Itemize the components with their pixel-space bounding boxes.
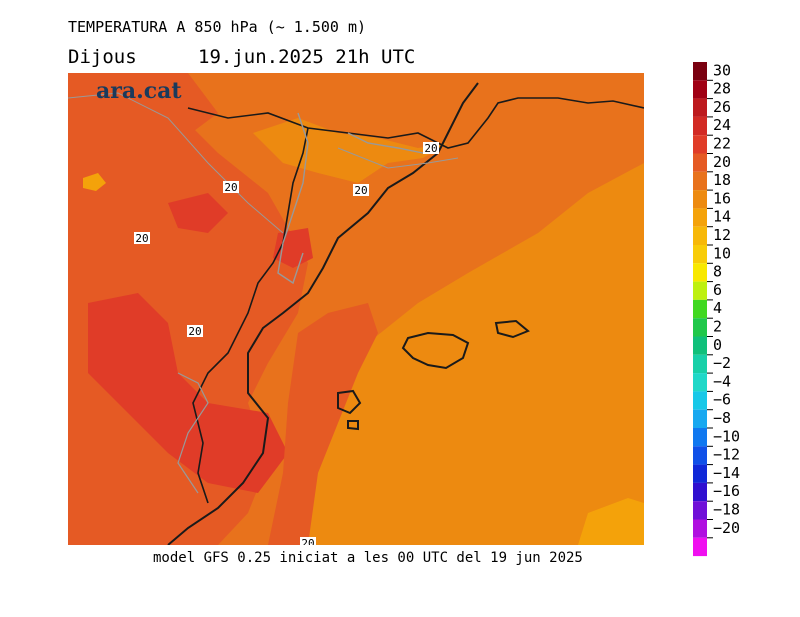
- legend-label: 20: [713, 153, 731, 171]
- legend-label: 2: [713, 318, 722, 336]
- province-border-south: [177, 372, 209, 494]
- legend-swatch: [693, 153, 707, 172]
- field-16-18-pyrenees: [253, 118, 448, 183]
- island-menorca: [494, 319, 530, 339]
- region-border: [192, 127, 309, 504]
- field-14-16-se: [578, 498, 644, 545]
- legend-label: 4: [713, 299, 722, 317]
- legend-label: −6: [713, 391, 731, 409]
- isotherm-20: [68, 92, 284, 234]
- legend-swatch: [693, 391, 707, 410]
- field-16-18-sea: [298, 163, 644, 545]
- field-22-24-core-center: [168, 193, 228, 233]
- legend-swatch: [693, 80, 707, 99]
- contour-label: 20: [301, 537, 314, 545]
- legend-label: −18: [713, 501, 740, 519]
- island-mallorca: [401, 331, 470, 370]
- legend-swatch: [693, 62, 707, 81]
- field-22-24-core-ebro: [273, 228, 313, 268]
- legend-label: −20: [713, 519, 740, 537]
- legend-swatch: [693, 98, 707, 117]
- contour-label: 20: [424, 142, 437, 155]
- forecast-day: Dijous: [68, 46, 137, 68]
- legend-label: 8: [713, 263, 722, 281]
- legend-label: 24: [713, 116, 731, 134]
- legend-label: −2: [713, 354, 731, 372]
- field-20-22-coast: [268, 303, 378, 545]
- forecast-datetime: 19.jun.2025 21h UTC: [198, 46, 416, 68]
- legend-label: 30: [713, 62, 731, 79]
- legend-swatch: [693, 464, 707, 483]
- field-22-24-core-south: [88, 293, 288, 493]
- contour-label: 20: [354, 184, 367, 197]
- legend-swatch: [693, 428, 707, 447]
- legend-swatch: [693, 245, 707, 264]
- legend-swatch: [693, 318, 707, 337]
- island-formentera: [347, 420, 359, 431]
- legend-swatch: [693, 373, 707, 392]
- map-title: TEMPERATURA A 850 hPa (~ 1.500 m): [68, 18, 367, 36]
- legend-swatch: [693, 537, 707, 557]
- legend-swatch: [693, 519, 707, 538]
- legend-label: −14: [713, 464, 740, 482]
- temperature-map: 20 20 20 20 20 20 ara.cat: [68, 73, 644, 545]
- contour-label: 20: [135, 232, 148, 245]
- legend-swatch: [693, 299, 707, 319]
- legend-label: 10: [713, 244, 731, 262]
- legend-swatch: [693, 263, 707, 282]
- temperature-legend: 302826242220181614121086420−2−4−6−8−10−1…: [693, 62, 740, 557]
- legend-swatch: [693, 482, 707, 502]
- legend-swatch: [693, 409, 707, 428]
- legend-swatch: [693, 446, 707, 465]
- legend-label: 12: [713, 226, 731, 244]
- legend-swatch: [693, 281, 707, 300]
- legend-swatch: [693, 208, 707, 227]
- legend-swatch: [693, 501, 707, 520]
- field-14-16-spot: [83, 173, 106, 191]
- field-20-22-nw: [68, 73, 218, 153]
- legend-label: −4: [713, 372, 731, 390]
- island-ibiza: [337, 389, 362, 415]
- ara-cat-logo: ara.cat: [96, 78, 182, 104]
- legend-label: 6: [713, 281, 722, 299]
- map-canvas: 20 20 20 20 20 20 ara.cat: [68, 73, 644, 545]
- contour-label: 20: [188, 325, 201, 338]
- legend-label: 0: [713, 336, 722, 354]
- northern-border: [187, 97, 644, 149]
- legend-label: 14: [713, 208, 731, 226]
- legend-swatch: [693, 190, 707, 209]
- contour-label: 20: [224, 181, 237, 194]
- legend-label: −8: [713, 409, 731, 427]
- model-caption: model GFS 0.25 iniciat a les 00 UTC del …: [153, 550, 583, 566]
- legend-swatch: [693, 116, 707, 136]
- legend-label: 16: [713, 189, 731, 207]
- legend-label: 26: [713, 98, 731, 116]
- legend-swatch: [693, 171, 707, 191]
- legend-swatch: [693, 354, 707, 374]
- legend-label: 28: [713, 80, 731, 98]
- legend-swatch: [693, 226, 707, 245]
- legend-label: −10: [713, 427, 740, 445]
- province-border: [277, 112, 309, 285]
- legend-label: −16: [713, 482, 740, 500]
- coastline: [167, 82, 479, 545]
- isotherm-20-north: [337, 147, 459, 169]
- legend-label: 22: [713, 135, 731, 153]
- legend-swatch: [693, 336, 707, 355]
- legend-swatch: [693, 135, 707, 154]
- legend-label: 18: [713, 171, 731, 189]
- contour-labels: 20 20 20 20 20 20: [134, 142, 439, 545]
- legend-label: −12: [713, 446, 740, 464]
